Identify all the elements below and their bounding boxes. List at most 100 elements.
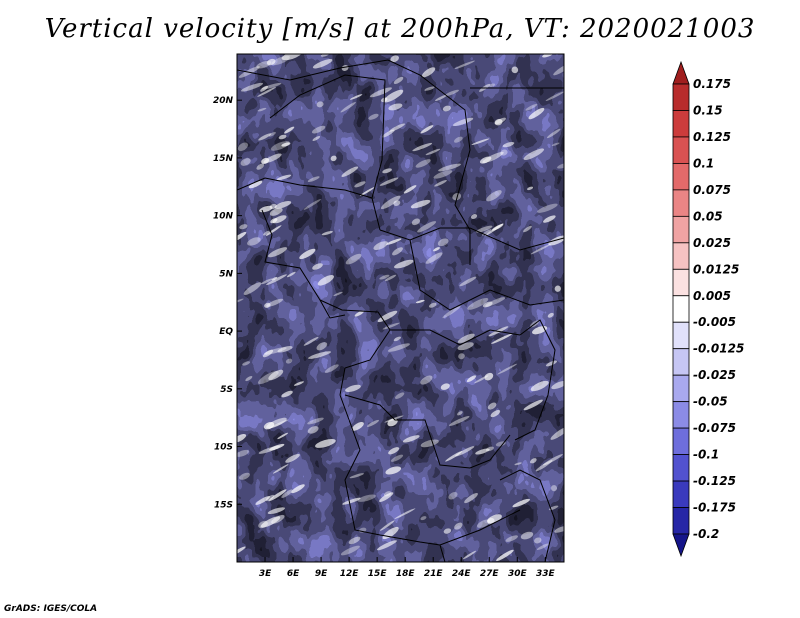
field-speck [390,55,400,63]
field-speck [342,497,361,505]
field-speck [272,464,289,474]
field-speck [345,253,362,265]
colorbar-label: -0.175 [693,501,736,515]
field-speck [379,177,399,186]
field-speck [393,76,404,85]
x-tick-label: 33E [536,569,556,579]
field-speck [256,163,265,170]
field-speck [475,448,490,455]
field-speck [367,419,379,427]
colorbar-label: -0.075 [693,421,736,435]
colorbar-segment [672,454,690,482]
colorbar-segment [672,110,690,138]
colorbar-label: 0.0125 [693,262,739,276]
x-tick-label: 30E [508,569,528,579]
field-speck [434,180,447,187]
field-speck [490,409,501,418]
colorbar-segment [672,507,690,535]
colorbar-label: 0.15 [693,103,723,117]
field-speck [390,454,404,462]
colorbar-label: -0.125 [693,474,736,488]
field-speck [345,384,361,392]
field-speck [394,392,405,399]
colorbar-label: 0.05 [693,209,723,223]
field-speck [534,537,542,544]
colorbar-segment [672,163,690,191]
y-tick-label: EQ [219,327,233,337]
field-speck [382,322,400,330]
country-boundaries [237,59,564,562]
field-speck [453,136,463,143]
field-speck [462,550,477,560]
field-speck [393,336,402,342]
field-speck [388,447,400,455]
colorbar-segment [672,242,690,270]
field-speck [470,214,478,220]
field-speck [316,101,324,108]
chart-title: Vertical velocity [m/s] at 200hPa, VT: 2… [44,14,756,44]
field-speck [385,466,402,475]
field-speck [438,163,461,172]
colorbar-label: -0.025 [693,368,736,382]
field-speck [265,225,282,236]
field-speck [359,187,375,196]
field-speck [477,519,490,528]
axes: 3E 6E 9E 12E 15E 18E 21E 24E 27E 30E 33E 20N 15N 10N 5… [213,96,556,579]
field-speck [278,134,287,140]
field-speck [261,278,273,285]
field-speck [449,415,470,426]
field-speck [379,492,394,502]
field-speck [312,263,323,270]
field-speck [281,54,302,61]
field-speck [285,358,293,364]
field-speck [459,276,477,287]
field-speck [420,439,439,448]
field-speck [267,247,288,258]
field-speck [485,446,494,452]
y-tick-label: 10S [214,443,233,453]
field-heatmap [237,54,564,562]
field-speck [284,126,295,134]
colorbar-label: 0.1 [693,156,714,170]
field-speck [266,417,287,429]
field-speck [554,285,561,292]
field-speck [454,522,463,530]
field-speck [448,492,458,500]
colorbar-label: 0.175 [693,77,731,91]
field-speck [484,372,494,381]
field-speck [311,125,326,134]
field-speck [420,375,433,385]
field-speck [402,435,420,443]
field-speck [267,507,285,515]
colorbar-segment [672,348,690,376]
field-speck [380,195,401,210]
field-speck [237,546,246,556]
field-speck [527,186,534,191]
footer-credit: GrADS: IGES/COLA [4,604,98,614]
field-speck [277,346,293,353]
colorbar-segment [672,295,690,323]
field-speck [491,333,513,344]
field-speck [240,158,251,166]
field-speck [523,225,532,233]
field-speck [512,498,530,508]
field-speck [443,528,452,534]
field-speck [386,238,402,245]
field-speck [276,174,292,181]
field-speck [471,138,490,145]
x-tick-label: 6E [287,569,300,579]
colorbar-segment [672,268,690,297]
colorbar-segment [672,60,690,85]
field-speck [237,142,248,152]
field-speck [333,291,343,297]
field-speck [281,142,291,147]
field-speck [370,87,392,98]
field-speck [530,380,549,392]
field-speck [557,162,564,169]
field-speck [266,298,284,307]
field-speck [382,168,392,174]
field-speck [440,383,450,390]
colorbar-segment [672,321,690,350]
field-speck [496,549,514,562]
field-speck [354,181,366,188]
